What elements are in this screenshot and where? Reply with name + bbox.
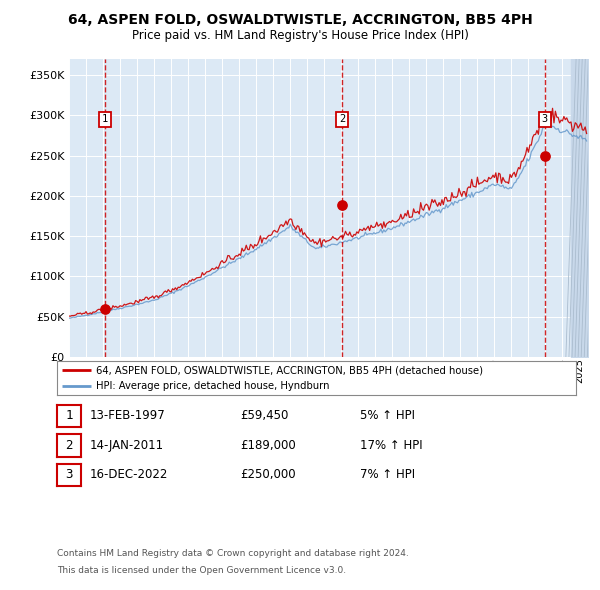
Text: 1: 1 xyxy=(65,409,73,422)
Text: 3: 3 xyxy=(542,114,548,124)
Text: £250,000: £250,000 xyxy=(240,468,296,481)
Point xyxy=(337,200,347,209)
Text: £59,450: £59,450 xyxy=(240,409,289,422)
Point xyxy=(100,304,110,314)
Text: 16-DEC-2022: 16-DEC-2022 xyxy=(90,468,169,481)
Text: 64, ASPEN FOLD, OSWALDTWISTLE, ACCRINGTON, BB5 4PH (detached house): 64, ASPEN FOLD, OSWALDTWISTLE, ACCRINGTO… xyxy=(96,365,483,375)
Text: 3: 3 xyxy=(65,468,73,481)
Text: This data is licensed under the Open Government Licence v3.0.: This data is licensed under the Open Gov… xyxy=(57,566,346,575)
Text: Contains HM Land Registry data © Crown copyright and database right 2024.: Contains HM Land Registry data © Crown c… xyxy=(57,549,409,558)
Text: 64, ASPEN FOLD, OSWALDTWISTLE, ACCRINGTON, BB5 4PH: 64, ASPEN FOLD, OSWALDTWISTLE, ACCRINGTO… xyxy=(68,13,532,27)
Text: 17% ↑ HPI: 17% ↑ HPI xyxy=(360,439,422,452)
Text: 14-JAN-2011: 14-JAN-2011 xyxy=(90,439,164,452)
Text: 13-FEB-1997: 13-FEB-1997 xyxy=(90,409,166,422)
Text: 5% ↑ HPI: 5% ↑ HPI xyxy=(360,409,415,422)
Text: 7% ↑ HPI: 7% ↑ HPI xyxy=(360,468,415,481)
Text: Price paid vs. HM Land Registry's House Price Index (HPI): Price paid vs. HM Land Registry's House … xyxy=(131,30,469,42)
Text: £189,000: £189,000 xyxy=(240,439,296,452)
Point xyxy=(540,151,550,160)
Text: HPI: Average price, detached house, Hyndburn: HPI: Average price, detached house, Hynd… xyxy=(96,381,329,391)
Text: 2: 2 xyxy=(339,114,345,124)
Text: 2: 2 xyxy=(65,439,73,452)
Text: 1: 1 xyxy=(102,114,108,124)
